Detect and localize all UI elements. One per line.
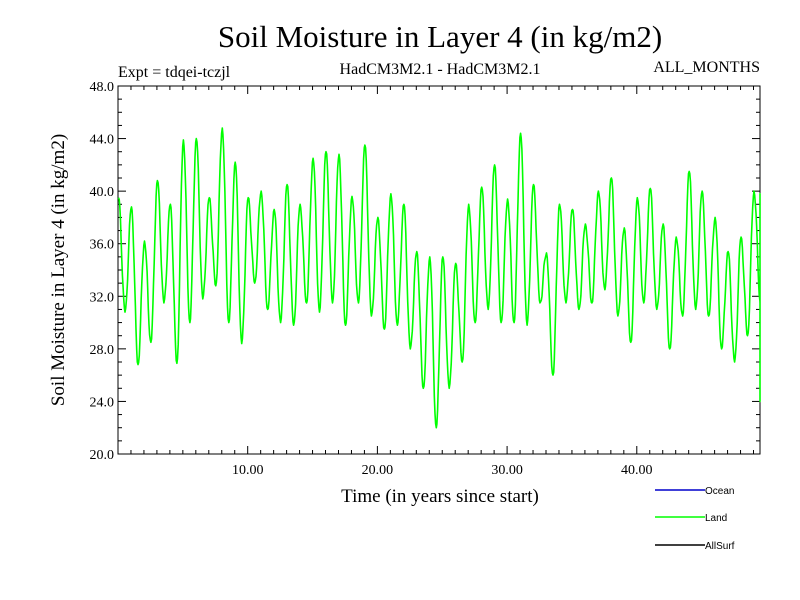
y-tick-label: 40.0 bbox=[90, 185, 115, 200]
x-tick-label: 40.00 bbox=[621, 463, 653, 478]
months-label: ALL_MONTHS bbox=[653, 59, 760, 76]
y-tick-label: 48.0 bbox=[90, 80, 115, 95]
legend-item-ocean: Ocean bbox=[655, 486, 734, 497]
y-axis-label: Soil Moisture in Layer 4 (in kg/m2) bbox=[48, 134, 69, 406]
legend-item-land: Land bbox=[655, 513, 727, 524]
x-tick-label: 20.00 bbox=[362, 463, 394, 478]
experiment-label: Expt = tdqei-tczjl bbox=[118, 64, 231, 81]
y-tick-label: 32.0 bbox=[90, 290, 115, 305]
legend-label-ocean: Ocean bbox=[705, 486, 734, 497]
model-label: HadCM3M2.1 - HadCM3M2.1 bbox=[340, 61, 541, 78]
x-tick-label: 10.00 bbox=[232, 463, 264, 478]
x-tick-labels: 10.00 20.00 30.00 40.00 bbox=[232, 463, 653, 478]
x-tick-label: 30.00 bbox=[491, 463, 523, 478]
y-tick-label: 20.0 bbox=[90, 448, 115, 463]
y-tick-label: 24.0 bbox=[90, 395, 115, 410]
chart-title: Soil Moisture in Layer 4 (in kg/m2) bbox=[218, 19, 662, 54]
y-tick-label: 36.0 bbox=[90, 238, 115, 253]
land-series-line bbox=[117, 127, 761, 429]
y-tick-labels: 20.0 24.0 28.0 32.0 36.0 40.0 44.0 48.0 bbox=[90, 80, 115, 463]
y-tick-label: 44.0 bbox=[90, 133, 115, 148]
y-tick-label: 28.0 bbox=[90, 343, 115, 358]
legend-label-land: Land bbox=[705, 513, 727, 524]
legend-item-allsurf: AllSurf bbox=[655, 541, 735, 552]
legend: Ocean Land AllSurf bbox=[655, 486, 735, 552]
x-axis-label: Time (in years since start) bbox=[341, 486, 539, 507]
legend-label-allsurf: AllSurf bbox=[705, 541, 735, 552]
